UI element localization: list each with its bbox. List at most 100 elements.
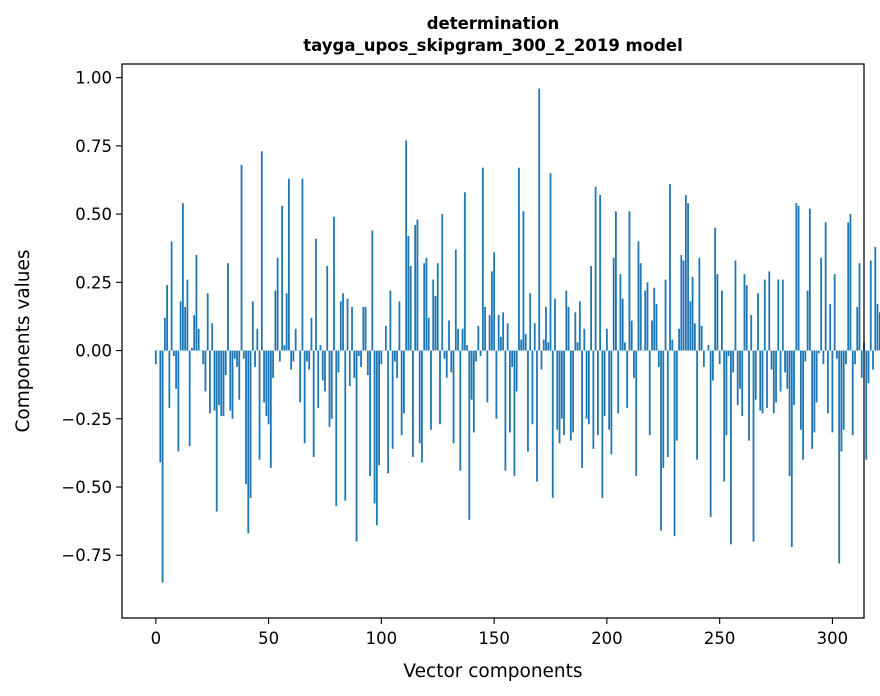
bar — [317, 350, 320, 408]
bar — [324, 350, 326, 392]
bar — [231, 350, 234, 419]
x-tick-label: 100 — [366, 629, 398, 648]
bar — [393, 350, 396, 362]
bar — [326, 265, 329, 351]
bar — [601, 350, 604, 498]
bar — [202, 350, 205, 365]
bar — [303, 350, 306, 444]
x-tick-label: 50 — [258, 629, 279, 648]
bar — [193, 315, 196, 351]
bar — [666, 350, 669, 457]
bar — [808, 208, 811, 351]
bar — [759, 350, 762, 411]
bar — [299, 350, 302, 403]
bar — [213, 350, 216, 411]
bar — [161, 350, 164, 583]
bar — [168, 350, 171, 408]
bar — [312, 350, 315, 457]
bar — [757, 293, 759, 351]
bar — [265, 350, 268, 417]
bar — [204, 350, 207, 392]
bar — [612, 257, 615, 351]
bar — [238, 350, 241, 400]
bar — [466, 345, 468, 351]
bar — [596, 350, 599, 436]
bar — [802, 350, 804, 460]
bar — [734, 260, 737, 351]
bar — [371, 230, 374, 351]
bar — [260, 151, 263, 351]
bar — [504, 350, 507, 471]
bar — [342, 293, 344, 351]
bar — [427, 317, 430, 351]
bar — [430, 350, 432, 430]
bar — [292, 350, 295, 362]
bar — [752, 350, 755, 542]
bar — [772, 350, 775, 414]
chart-title: determination — [427, 14, 560, 33]
bar — [768, 271, 771, 351]
y-tick-label: −0.50 — [61, 478, 112, 497]
bar — [346, 298, 349, 351]
bar — [833, 274, 836, 351]
bar — [407, 235, 410, 351]
bar — [497, 315, 500, 351]
bar — [251, 301, 254, 351]
bar — [700, 325, 703, 351]
bar — [617, 350, 620, 414]
bar — [375, 350, 378, 526]
bar — [502, 312, 505, 351]
bar — [689, 301, 692, 351]
bars-group — [154, 88, 880, 583]
bar — [626, 350, 629, 408]
bar — [267, 350, 270, 425]
bar — [166, 285, 168, 351]
bar — [509, 350, 511, 433]
bar — [621, 298, 624, 351]
x-tick-label: 0 — [151, 629, 162, 648]
bar — [556, 350, 559, 430]
bar — [619, 274, 622, 351]
bar — [583, 328, 586, 351]
bar — [181, 203, 184, 351]
chart-subtitle: tayga_upos_skipgram_300_2_2019 model — [303, 36, 683, 55]
bar — [344, 350, 347, 501]
bar — [278, 350, 281, 362]
bar — [748, 350, 750, 441]
bar — [195, 255, 198, 351]
bar — [727, 350, 730, 357]
bar — [283, 345, 286, 351]
bar — [276, 257, 279, 351]
bar — [865, 350, 868, 460]
bar — [829, 304, 832, 351]
bar — [333, 216, 335, 351]
bar — [445, 350, 448, 378]
bar — [811, 350, 814, 449]
bar — [461, 328, 464, 351]
x-axis-label: Vector components — [403, 661, 582, 682]
bar — [587, 350, 590, 425]
bar — [520, 339, 523, 351]
bar — [585, 350, 588, 419]
bar — [384, 325, 387, 351]
bar — [172, 350, 175, 357]
bar — [490, 271, 493, 351]
y-tick-label: 0.25 — [75, 273, 112, 292]
x-tick-label: 300 — [817, 629, 849, 648]
bar — [766, 350, 768, 408]
bar — [339, 301, 342, 351]
bar — [781, 279, 784, 351]
bar — [806, 290, 809, 351]
bar — [206, 293, 209, 351]
bar — [335, 350, 338, 507]
bar — [211, 323, 214, 351]
x-tick-label: 250 — [704, 629, 736, 648]
bar — [454, 249, 457, 351]
bar — [687, 203, 689, 351]
bar — [245, 350, 247, 485]
bar — [533, 323, 536, 351]
bar — [272, 350, 274, 378]
bar — [511, 350, 514, 367]
bar — [840, 350, 843, 452]
